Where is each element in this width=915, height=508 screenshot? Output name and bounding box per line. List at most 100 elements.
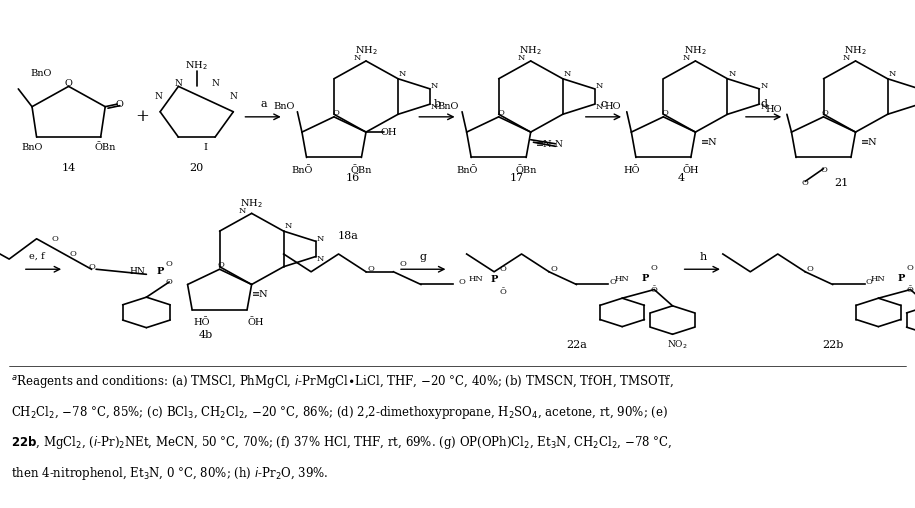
Text: 4b: 4b [199, 330, 213, 340]
Text: 16: 16 [345, 173, 360, 183]
Text: N: N [230, 92, 237, 101]
Text: 21: 21 [834, 178, 849, 188]
Text: O: O [399, 260, 406, 268]
Text: ŌBn: ŌBn [350, 166, 372, 175]
Text: O: O [367, 265, 374, 273]
Text: BnO: BnO [437, 102, 459, 111]
Text: N: N [888, 70, 896, 78]
Text: ≡N: ≡N [701, 138, 717, 147]
Text: ≡N: ≡N [536, 140, 553, 149]
Text: HO: HO [765, 105, 781, 114]
Text: O: O [550, 265, 557, 273]
Text: 20: 20 [189, 163, 204, 173]
Text: O: O [65, 79, 72, 88]
Text: ≡N: ≡N [861, 138, 877, 147]
Text: NH$_2$: NH$_2$ [186, 59, 208, 73]
Text: O: O [609, 278, 617, 286]
Text: N: N [760, 103, 768, 111]
Text: O: O [88, 263, 95, 271]
Text: BnO: BnO [273, 102, 295, 111]
Text: 18a: 18a [338, 231, 358, 241]
Text: N: N [399, 70, 406, 78]
Text: HN: HN [129, 267, 145, 276]
Text: O: O [651, 264, 658, 272]
Text: O: O [497, 109, 504, 117]
Text: NH$_2$: NH$_2$ [684, 44, 706, 57]
Text: O: O [802, 179, 809, 187]
Text: N: N [317, 235, 324, 243]
Text: 22a: 22a [566, 340, 587, 351]
Text: Ō: Ō [500, 288, 507, 296]
Text: HŌ: HŌ [623, 166, 640, 175]
Text: O: O [218, 261, 225, 269]
Text: N: N [564, 70, 571, 78]
Text: BnO: BnO [31, 69, 52, 78]
Text: N: N [317, 255, 324, 263]
Text: O: O [458, 278, 466, 286]
Text: a: a [260, 99, 267, 109]
Text: N: N [431, 82, 438, 90]
Text: OH: OH [381, 128, 397, 137]
Text: d: d [760, 99, 768, 109]
Text: BnO: BnO [21, 143, 43, 152]
Text: BnŌ: BnŌ [456, 166, 478, 175]
Text: 17: 17 [510, 173, 524, 183]
Text: +: + [135, 108, 149, 125]
Text: I: I [204, 143, 208, 152]
Text: P: P [641, 274, 649, 283]
Text: N: N [554, 140, 562, 149]
Text: N: N [760, 82, 768, 90]
Text: 22b: 22b [822, 340, 844, 351]
Text: O: O [820, 166, 827, 174]
Text: N: N [596, 82, 603, 90]
Text: O: O [822, 109, 829, 117]
Text: c: c [601, 99, 607, 109]
Text: BnŌ: BnŌ [291, 166, 313, 175]
Text: NH$_2$: NH$_2$ [845, 44, 867, 57]
Text: then 4-nitrophenol, Et$_{3}$N, 0 °C, 80%; (h) $i$-Pr$_{2}$O, 39%.: then 4-nitrophenol, Et$_{3}$N, 0 °C, 80%… [11, 465, 328, 482]
Text: O: O [866, 278, 873, 286]
Text: HN: HN [615, 275, 630, 283]
Text: N: N [211, 79, 219, 88]
Text: N: N [596, 103, 603, 111]
Text: N: N [843, 54, 850, 62]
Text: NO$_2$: NO$_2$ [667, 338, 687, 351]
Text: O: O [806, 265, 813, 273]
Text: NH$_2$: NH$_2$ [520, 44, 542, 57]
Text: HŌ: HŌ [193, 318, 210, 327]
Text: $\mathbf{22b}$, MgCl$_{2}$, ($i$-Pr)$_{2}$NEt, MeCN, 50 °C, 70%; (f) 37% HCl, TH: $\mathbf{22b}$, MgCl$_{2}$, ($i$-Pr)$_{2… [11, 434, 673, 451]
Text: h: h [699, 251, 706, 262]
Text: HN: HN [871, 275, 886, 283]
Text: P: P [490, 275, 498, 284]
Text: P: P [156, 267, 164, 276]
Text: $^{a}$Reagents and conditions: (a) TMSCl, PhMgCl, $i$-PrMgCl$\bullet$LiCl, THF, : $^{a}$Reagents and conditions: (a) TMSCl… [11, 373, 673, 390]
Text: N: N [728, 70, 736, 78]
Text: HN: HN [468, 275, 483, 283]
Text: CH$_{2}$Cl$_{2}$, $-$78 °C, 85%; (c) BCl$_{3}$, CH$_{2}$Cl$_{2}$, $-$20 °C, 86%;: CH$_{2}$Cl$_{2}$, $-$78 °C, 85%; (c) BCl… [11, 404, 668, 421]
Text: b: b [434, 99, 441, 109]
Text: NH$_2$: NH$_2$ [355, 44, 377, 57]
Text: Ō: Ō [651, 285, 658, 294]
Text: O: O [662, 109, 669, 117]
Text: N: N [285, 222, 292, 230]
Text: O: O [115, 100, 123, 109]
Text: O: O [166, 260, 173, 268]
Text: O: O [166, 278, 173, 286]
Text: O: O [70, 250, 77, 258]
Text: ŌH: ŌH [683, 166, 699, 175]
Text: N: N [518, 54, 525, 62]
Text: N: N [239, 207, 246, 215]
Text: P: P [898, 274, 905, 283]
Text: ŌBn: ŌBn [515, 166, 537, 175]
Text: N: N [353, 54, 361, 62]
Text: NH$_2$: NH$_2$ [241, 197, 263, 210]
Text: N: N [431, 103, 438, 111]
Text: e, f: e, f [28, 252, 45, 261]
Text: ŌBn: ŌBn [94, 143, 116, 152]
Text: O: O [332, 109, 339, 117]
Text: N: N [175, 79, 182, 88]
Text: 4: 4 [678, 173, 685, 183]
Text: 14: 14 [61, 163, 76, 173]
Text: HO: HO [605, 102, 621, 111]
Text: ≡N: ≡N [253, 290, 269, 299]
